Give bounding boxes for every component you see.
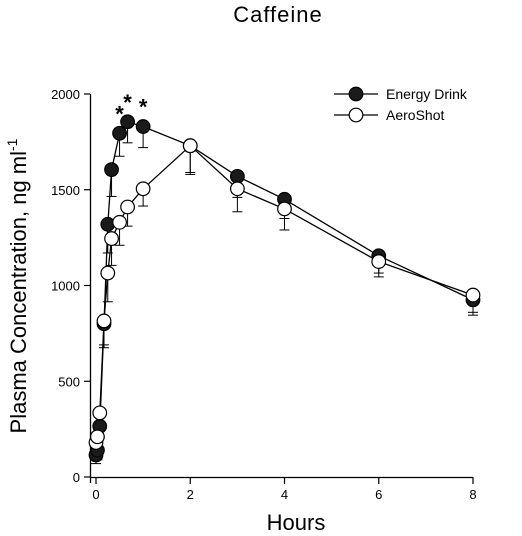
x-axis-title: Hours xyxy=(267,510,326,535)
energy-drink-point xyxy=(112,125,127,141)
error-bars xyxy=(91,121,478,465)
x-tick-label: 8 xyxy=(469,487,476,502)
aeroshot-point xyxy=(277,201,292,217)
energy-drink-point xyxy=(135,119,151,134)
aeroshot-point xyxy=(100,265,116,281)
y-axis-title: Plasma Concentration, ng ml-1 xyxy=(4,138,31,433)
aeroshot-point xyxy=(90,429,105,445)
series-line-energy-drink xyxy=(95,121,474,456)
legend: Energy Drink AeroShot xyxy=(334,86,468,123)
axes: 0 500 1000 1500 2000 0 2 4 6 8 xyxy=(51,87,477,502)
aeroshot-point xyxy=(135,181,151,197)
aeroshot-point xyxy=(229,181,245,197)
y-tick-label: 1500 xyxy=(51,183,80,198)
legend-label-aeroshot: AeroShot xyxy=(386,107,444,123)
x-tick-label: 4 xyxy=(281,487,288,502)
energy-drink-point xyxy=(229,168,245,184)
x-tick-label: 2 xyxy=(187,487,194,502)
legend-label-energy-drink: Energy Drink xyxy=(386,86,468,102)
data-markers xyxy=(88,114,481,463)
aeroshot-point xyxy=(465,287,481,303)
aeroshot-point xyxy=(104,231,119,246)
y-tick-label: 2000 xyxy=(51,87,80,102)
aeroshot-point xyxy=(96,313,112,329)
aeroshot-point xyxy=(371,254,387,269)
energy-drink-point xyxy=(104,162,119,178)
significance-asterisk: * xyxy=(123,90,132,115)
aeroshot-point xyxy=(182,138,198,154)
aeroshot-point xyxy=(120,199,135,215)
chart-title: Caffeine xyxy=(233,2,323,27)
y-tick-label: 1000 xyxy=(51,279,80,294)
x-tick-label: 6 xyxy=(375,487,382,502)
series-line-aeroshot xyxy=(95,144,474,443)
x-tick-label: 0 xyxy=(92,487,99,502)
y-tick-label: 500 xyxy=(58,374,80,389)
y-axis-title-text: Plasma Concentration, ng ml xyxy=(6,151,31,433)
significance-markers: * * * xyxy=(115,90,148,126)
energy-drink-point xyxy=(120,114,135,130)
legend-marker xyxy=(348,107,364,123)
aeroshot-point xyxy=(92,405,108,421)
y-tick-label: 0 xyxy=(73,470,80,485)
y-axis-title-superscript: -1 xyxy=(4,138,20,151)
significance-asterisk: * xyxy=(115,101,124,126)
series-lines xyxy=(95,121,474,456)
aeroshot-point xyxy=(112,214,127,230)
legend-marker xyxy=(348,86,364,102)
significance-asterisk: * xyxy=(139,95,148,120)
